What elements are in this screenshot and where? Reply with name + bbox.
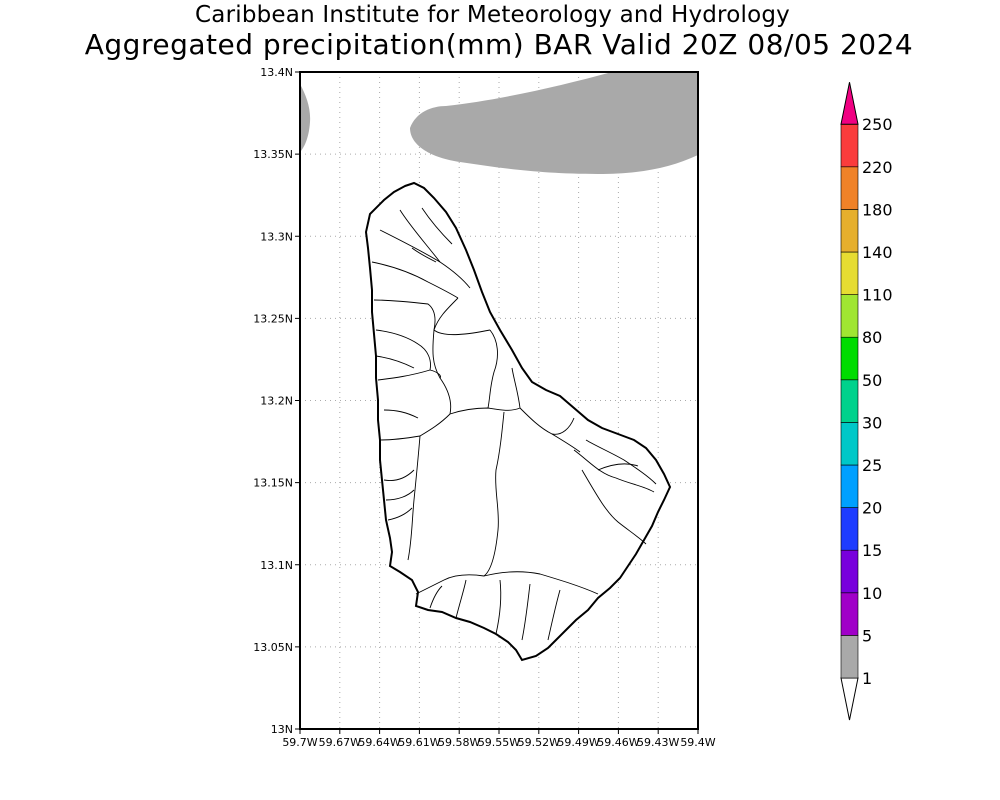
colorbar-label: 80 (862, 328, 882, 347)
x-tick-label: 59.49W (557, 736, 599, 749)
watershed-boundaries (371, 207, 657, 641)
y-tick-label: 13.05N (253, 641, 293, 654)
colorbar-segment (840, 549, 859, 594)
colorbar-segment (840, 209, 859, 253)
y-tick-label: 13.1N (260, 559, 293, 572)
colorbar-segment (840, 422, 859, 466)
x-tick-label: 59.4W (680, 736, 715, 749)
x-tick-label: 59.67W (319, 736, 361, 749)
colorbar-segment (840, 336, 859, 381)
colorbar-segment (840, 464, 859, 508)
y-axis: 13.4N 13.35N 13.3N 13.25N 13.2N 13.15N 13.1N 13… (253, 66, 300, 736)
colorbar-label: 140 (862, 243, 893, 262)
y-tick-label: 13.2N (260, 395, 293, 408)
x-tick-label: 59.52W (518, 736, 560, 749)
y-tick-label: 13N (271, 723, 293, 736)
x-tick-label: 59.43W (637, 736, 679, 749)
colorbar-label: 25 (862, 456, 882, 475)
colorbar-label: 1 (862, 669, 872, 688)
colorbar-label: 15 (862, 541, 882, 560)
colorbar-segment (840, 166, 859, 210)
y-tick-label: 13.35N (253, 148, 293, 161)
colorbar-segment (840, 507, 859, 551)
barbados-coastline (364, 181, 672, 662)
colorbar-over-arrow (840, 82, 859, 125)
y-tick-label: 13.15N (253, 477, 293, 490)
colorbar-label: 10 (862, 584, 882, 603)
colorbar-label: 50 (862, 371, 882, 390)
x-tick-label: 59.46W (597, 736, 639, 749)
y-tick-label: 13.3N (260, 230, 293, 243)
precip-area-northwest (300, 84, 311, 152)
x-tick-label: 59.64W (358, 736, 400, 749)
x-tick-label: 59.58W (438, 736, 480, 749)
y-tick-label: 13.25N (253, 312, 293, 325)
x-tick-label: 59.7W (282, 736, 317, 749)
precip-area-northeast (410, 72, 698, 174)
colorbar-segment (840, 635, 859, 679)
colorbar-under-arrow (840, 677, 859, 721)
colorbar-label: 5 (862, 626, 872, 645)
x-tick-label: 59.55W (478, 736, 520, 749)
colorbar-segment (840, 123, 859, 168)
x-tick-label: 59.61W (398, 736, 440, 749)
chart-title-line1: Caribbean Institute for Meteorology and … (195, 2, 790, 28)
colorbar-label: 220 (862, 158, 893, 177)
colorbar-segment (840, 592, 859, 636)
colorbar-label: 110 (862, 286, 893, 305)
colorbar-segment (840, 294, 859, 338)
colorbar-label: 180 (862, 200, 893, 219)
chart-title-line2: Aggregated precipitation(mm) BAR Valid 2… (84, 28, 914, 61)
colorbar-label: 20 (862, 499, 882, 518)
precip-shading (300, 72, 698, 174)
colorbar-label: 30 (862, 413, 882, 432)
colorbar-segment (840, 251, 859, 295)
y-tick-label: 13.4N (260, 66, 293, 79)
colorbar-segment (840, 379, 859, 423)
colorbar-label: 250 (862, 115, 893, 134)
x-axis: 59.7W 59.67W59.64W59.61W59.58W59.55W59.52… (282, 729, 716, 749)
